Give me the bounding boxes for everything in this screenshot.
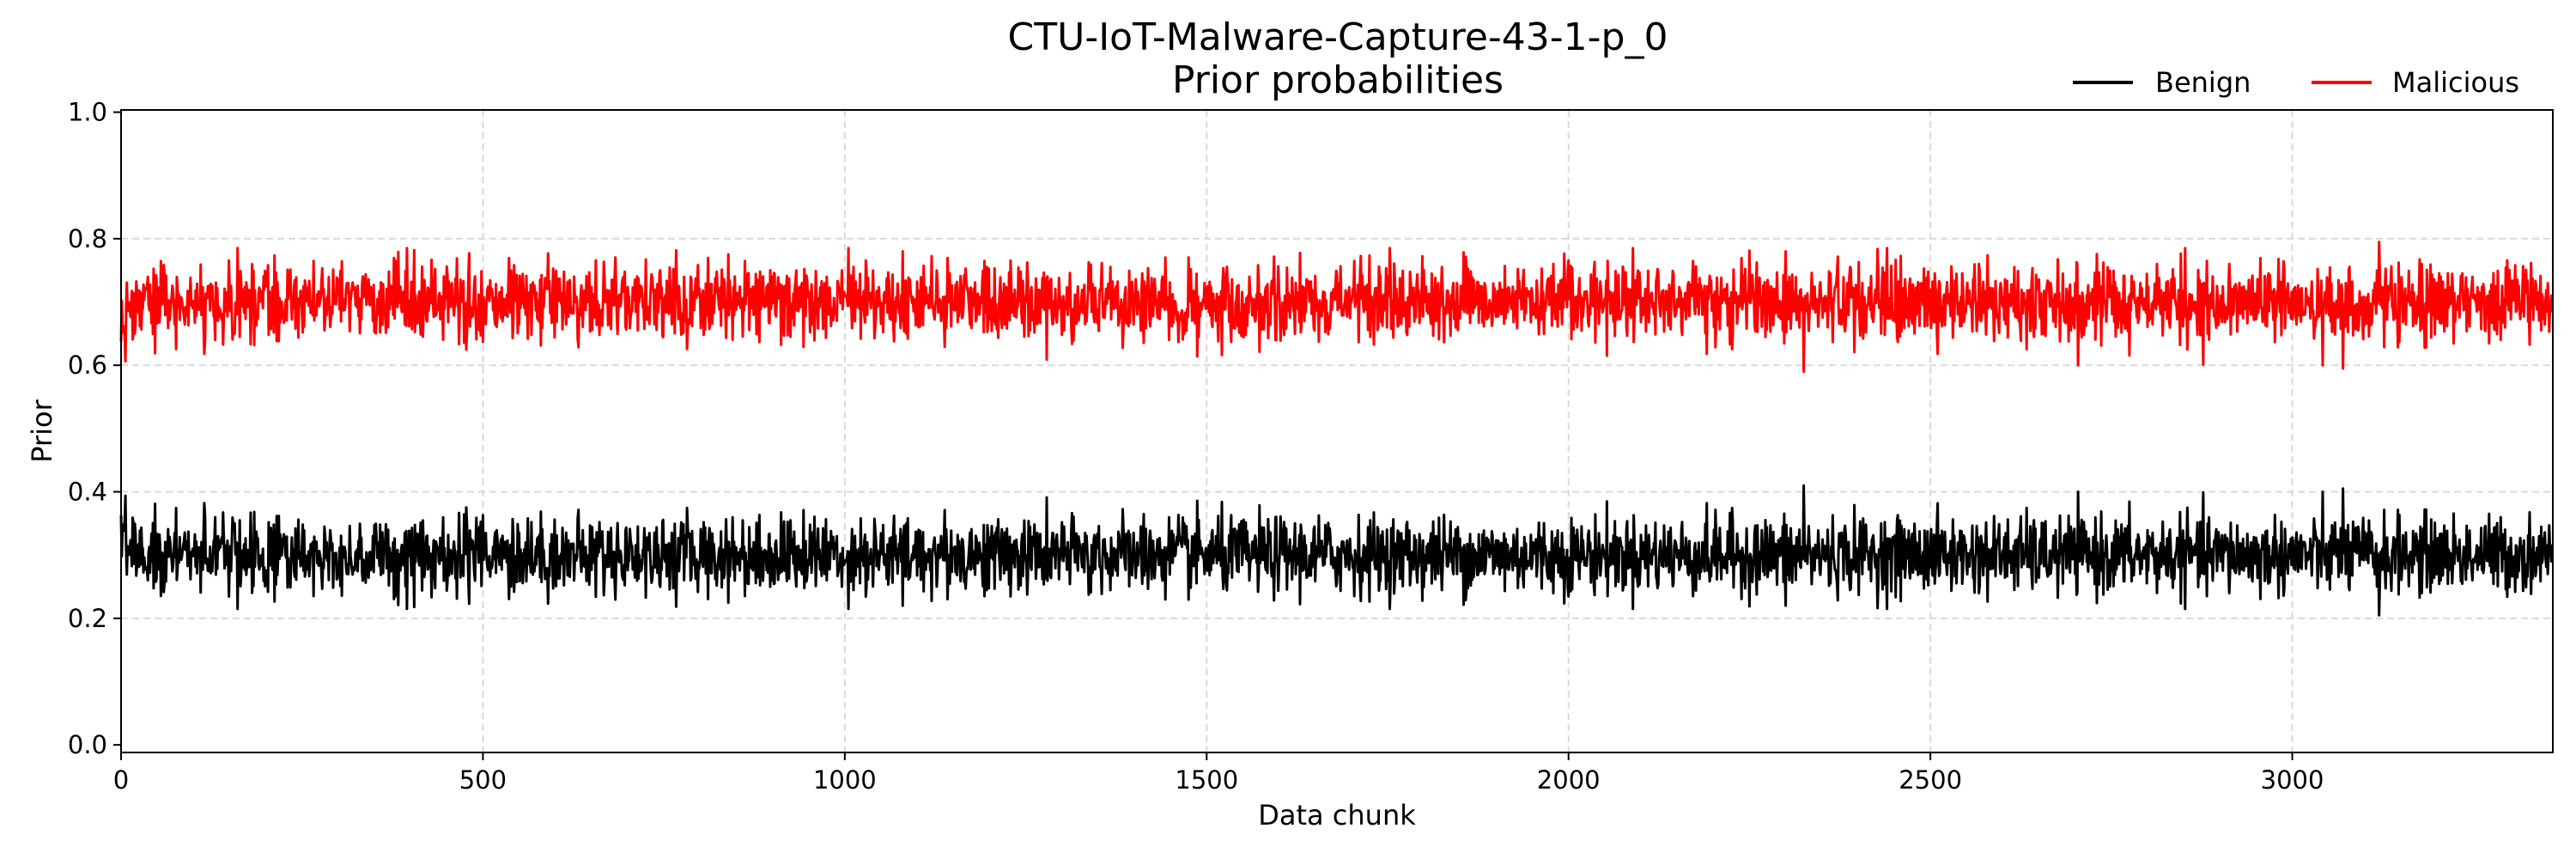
y-axis-label: Prior <box>26 399 58 462</box>
legend-label-benign: Benign <box>2155 66 2251 99</box>
x-tick-label: 1500 <box>1175 765 1238 795</box>
series-lines <box>119 241 2553 617</box>
x-axis-label: Data chunk <box>1258 799 1416 832</box>
legend-label-malicious: Malicious <box>2392 66 2519 99</box>
y-tick-label: 1.0 <box>68 98 107 127</box>
chart-subtitle: Prior probabilities <box>1172 58 1504 102</box>
x-tick-label: 3000 <box>2261 765 2324 795</box>
plot-frame <box>120 109 2554 753</box>
series-line-benign <box>119 484 2553 617</box>
series-line-malicious <box>119 241 2553 374</box>
x-tick-label: 500 <box>459 765 507 795</box>
y-tick-label: 0.8 <box>68 224 107 253</box>
chart-title: CTU-IoT-Malware-Capture-43-1-p_0 <box>1008 15 1668 59</box>
legend: Benign Malicious <box>2073 66 2519 99</box>
y-tick-label: 0.0 <box>68 730 107 759</box>
axis-ticks: 0 500 1000 1500 2000 2500 3000 0.0 0.2 0.4 0.6 0.8 1… <box>68 98 2324 795</box>
grid-lines <box>120 110 2553 752</box>
x-tick-label: 0 <box>113 765 129 795</box>
x-tick-label: 2000 <box>1537 765 1601 795</box>
x-tick-label: 2500 <box>1899 765 1962 795</box>
x-tick-label: 1000 <box>813 765 877 795</box>
y-tick-label: 0.4 <box>68 478 107 507</box>
y-tick-label: 0.2 <box>68 604 107 633</box>
y-tick-label: 0.6 <box>68 350 107 380</box>
